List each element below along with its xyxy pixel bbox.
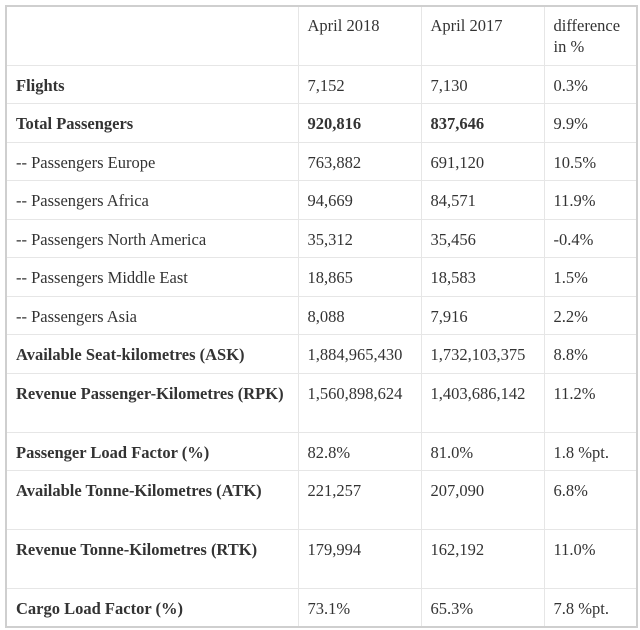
table-row: -- Passengers Africa 94,669 84,571 11.9% xyxy=(5,180,638,220)
row-label: -- Passengers Middle East xyxy=(5,257,299,297)
value-april-2017: 1,732,103,375 xyxy=(420,334,545,374)
value-difference: 11.2% xyxy=(543,372,638,433)
header-cell-empty xyxy=(5,5,299,66)
table-row: -- Passengers Middle East 18,865 18,583 1.5… xyxy=(5,257,638,297)
header-difference: difference in % xyxy=(543,5,638,66)
value-april-2017: 691,120 xyxy=(420,141,545,181)
value-difference: 7.8 %pt. xyxy=(543,588,638,628)
value-april-2017: 35,456 xyxy=(420,218,545,258)
value-difference: 1.8 %pt. xyxy=(543,431,638,471)
value-difference: 11.9% xyxy=(543,180,638,220)
value-april-2018: 8,088 xyxy=(297,295,422,335)
value-april-2018: 920,816 xyxy=(297,103,422,143)
value-difference: 8.8% xyxy=(543,334,638,374)
value-april-2017: 207,090 xyxy=(420,470,545,530)
row-label: Revenue Tonne-Kilometres (RTK) xyxy=(5,529,299,589)
row-label: Revenue Passenger-Kilometres (RPK) xyxy=(5,372,299,433)
row-label: Total Passengers xyxy=(5,103,299,143)
row-label: Passenger Load Factor (%) xyxy=(5,431,299,471)
value-april-2018: 1,884,965,430 xyxy=(297,334,422,374)
value-april-2017: 7,130 xyxy=(420,64,545,104)
table-row: Passenger Load Factor (%) 82.8% 81.0% 1.8 %… xyxy=(5,431,638,471)
value-april-2018: 35,312 xyxy=(297,218,422,258)
value-april-2018: 73.1% xyxy=(297,588,422,628)
table-row: Available Tonne-Kilometres (ATK) 221,257 2… xyxy=(5,470,638,530)
table-row: -- Passengers North America 35,312 35,456-… xyxy=(5,218,638,258)
value-april-2018: 179,994 xyxy=(297,529,422,589)
value-april-2017: 837,646 xyxy=(420,103,545,143)
value-april-2017: 65.3% xyxy=(420,588,545,628)
value-difference: 11.0% xyxy=(543,529,638,589)
value-april-2017: 81.0% xyxy=(420,431,545,471)
header-april-2018: April 2018 xyxy=(297,5,422,66)
table-row: Revenue Tonne-Kilometres (RTK) 179,994 162… xyxy=(5,529,638,589)
value-difference: 6.8% xyxy=(543,470,638,530)
row-label: -- Passengers Africa xyxy=(5,180,299,220)
value-difference: -0.4% xyxy=(543,218,638,258)
row-label: -- Passengers North America xyxy=(5,218,299,258)
value-difference: 10.5% xyxy=(543,141,638,181)
row-label: Flights xyxy=(5,64,299,104)
table-row: Cargo Load Factor (%) 73.1% 65.3% 7.8 %pt. xyxy=(5,588,638,628)
value-april-2018: 7,152 xyxy=(297,64,422,104)
row-label: Available Tonne-Kilometres (ATK) xyxy=(5,470,299,530)
value-april-2018: 82.8% xyxy=(297,431,422,471)
value-difference: 1.5% xyxy=(543,257,638,297)
table-row: Flights 7,152 7,130 0.3% xyxy=(5,64,638,104)
row-label: -- Passengers Asia xyxy=(5,295,299,335)
value-difference: 9.9% xyxy=(543,103,638,143)
table-row: Available Seat-kilometres (ASK) 1,884,965… xyxy=(5,334,638,374)
value-april-2018: 18,865 xyxy=(297,257,422,297)
table-row: -- Passengers Asia 8,088 7,916 2.2% xyxy=(5,295,638,335)
value-april-2018: 221,257 xyxy=(297,470,422,530)
row-label: Available Seat-kilometres (ASK) xyxy=(5,334,299,374)
table-row: Revenue Passenger-Kilometres (RPK) 1,560,… xyxy=(5,372,638,433)
value-april-2017: 162,192 xyxy=(420,529,545,589)
value-april-2018: 94,669 xyxy=(297,180,422,220)
value-april-2017: 1,403,686,142 xyxy=(420,372,545,433)
value-difference: 2.2% xyxy=(543,295,638,335)
row-label: Cargo Load Factor (%) xyxy=(5,588,299,628)
value-difference: 0.3% xyxy=(543,64,638,104)
header-row: April 2018 April 2017 difference in % xyxy=(5,5,638,66)
header-april-2017: April 2017 xyxy=(420,5,545,66)
row-label: -- Passengers Europe xyxy=(5,141,299,181)
traffic-statistics-table: April 2018 April 2017 difference in % Fl… xyxy=(5,5,638,628)
value-april-2017: 7,916 xyxy=(420,295,545,335)
table-row: Total Passengers 920,816 837,646 9.9% xyxy=(5,103,638,143)
table-row: -- Passengers Europe 763,882 691,120 10.5% xyxy=(5,141,638,181)
value-april-2018: 763,882 xyxy=(297,141,422,181)
value-april-2017: 84,571 xyxy=(420,180,545,220)
value-april-2018: 1,560,898,624 xyxy=(297,372,422,433)
value-april-2017: 18,583 xyxy=(420,257,545,297)
